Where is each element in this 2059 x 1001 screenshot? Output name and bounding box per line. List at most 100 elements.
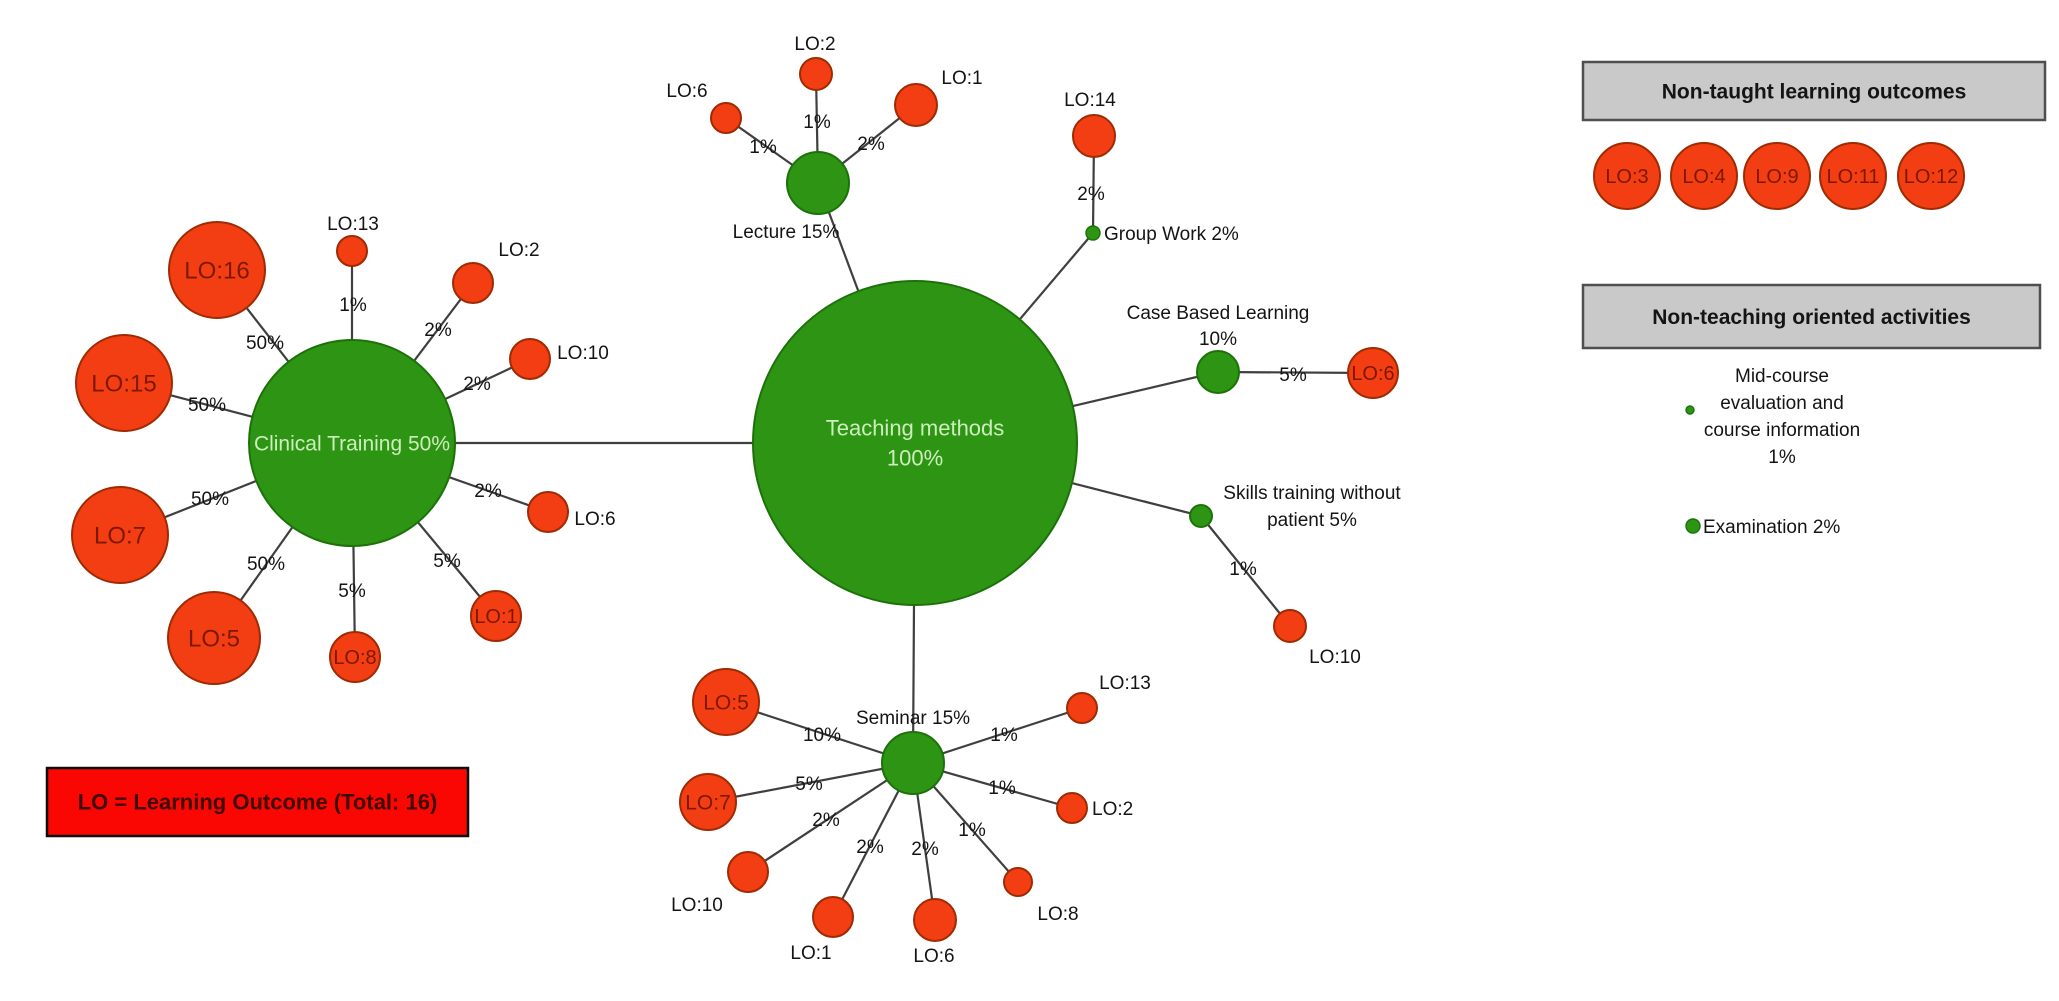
node-c-lo7	[71, 486, 169, 584]
edge-label-clinical-c-lo1: 5%	[433, 551, 461, 572]
box-non-teaching-header	[1581, 283, 2042, 350]
node-se-lo5	[692, 668, 760, 736]
node-label-l-lo2: LO:2	[794, 34, 835, 55]
node-label-se-lo2: LO:2	[1092, 799, 1133, 820]
edge-label-clinical-c-lo8: 5%	[338, 581, 366, 602]
edge-label-lecture-l-lo6: 1%	[749, 137, 777, 158]
node-label-nt-lo12: LO:12	[1904, 166, 1958, 188]
node-label-se-lo13: LO:13	[1099, 673, 1151, 694]
edge-label-groupwork-g-lo14: 2%	[1077, 184, 1105, 205]
edge-label-cbl-cb-lo6: 5%	[1279, 365, 1307, 386]
node-midcourse	[1685, 405, 1695, 415]
node-se-lo1	[812, 896, 854, 938]
node-nt-lo12	[1897, 142, 1965, 210]
node-c-lo15	[75, 334, 173, 432]
node-label-se-lo8: LO:8	[1037, 904, 1078, 925]
text-layer: 50%1%2%2%50%2%50%5%50%5%1%1%2%2%5%1%10%5…	[91, 34, 1958, 967]
node-label-l-lo6: LO:6	[666, 81, 707, 102]
node-label-g-lo14: LO:14	[1064, 90, 1116, 111]
box-lo-legend	[45, 766, 470, 838]
edge-seminar-se-lo10	[747, 762, 914, 873]
node-label-clinical: Clinical Training 50%	[254, 432, 450, 455]
node-label-seminar: Seminar 15%	[856, 708, 970, 729]
edge-label-clinical-c-lo2: 2%	[424, 320, 452, 341]
node-c-lo13	[336, 235, 368, 267]
node-se-lo10	[727, 851, 769, 893]
node-label-se-lo10: LO:10	[671, 895, 723, 916]
edge-label-clinical-c-lo10: 2%	[463, 374, 491, 395]
edge-label-seminar-se-lo8: 1%	[958, 820, 986, 841]
node-label-se-lo6: LO:6	[913, 946, 954, 967]
node-nt-lo9	[1743, 142, 1811, 210]
node-label-nt-lo4: LO:4	[1682, 166, 1725, 188]
node-label-c-lo16: LO:16	[184, 257, 249, 284]
node-groupwork	[1085, 225, 1101, 241]
edge-label-skills-s-lo10: 1%	[1229, 559, 1257, 580]
edge-label-clinical-c-lo7: 50%	[191, 489, 229, 510]
box-label-non-taught-header: Non-taught learning outcomes	[1662, 80, 1967, 103]
edge-label-clinical-c-lo6: 2%	[474, 481, 502, 502]
node-c-lo10	[509, 338, 551, 380]
node-c-lo1	[470, 590, 522, 642]
node-label-cb-lo6: LO:6	[1351, 363, 1394, 385]
node-label-teaching: Teaching methods 100%	[826, 416, 1005, 471]
node-label-groupwork: Group Work 2%	[1104, 224, 1239, 245]
free-label-skills-label: Skills training without patient 5%	[1223, 483, 1401, 531]
edge-label-lecture-l-lo2: 1%	[803, 112, 831, 133]
node-c-lo8	[329, 631, 381, 683]
node-label-nt-lo3: LO:3	[1605, 166, 1648, 188]
node-nt-lo3	[1593, 142, 1661, 210]
edge-label-seminar-se-lo10: 2%	[812, 810, 840, 831]
box-non-taught-header	[1581, 60, 2047, 122]
node-label-c-lo10: LO:10	[557, 343, 609, 364]
edge-label-seminar-se-lo2: 1%	[988, 778, 1016, 799]
node-se-lo7	[679, 773, 737, 831]
node-label-se-lo1: LO:1	[790, 943, 831, 964]
node-l-lo2	[799, 57, 833, 91]
edge-label-seminar-se-lo13: 1%	[990, 725, 1018, 746]
free-label-midcourse-label: Mid-course evaluation and course informati…	[1704, 366, 1860, 468]
node-clinical	[248, 339, 456, 547]
node-se-lo13	[1066, 692, 1098, 724]
edge-label-lecture-l-lo1: 2%	[857, 134, 885, 155]
node-c-lo16	[168, 221, 266, 319]
box-label-non-teaching-header: Non-teaching oriented activities	[1652, 306, 1971, 329]
node-label-c-lo15: LO:15	[91, 370, 156, 397]
edge-label-seminar-se-lo5: 10%	[803, 725, 841, 746]
boxes-layer: Non-taught learning outcomes Non-teaching…	[45, 60, 2047, 838]
node-l-lo6	[710, 102, 742, 134]
node-label-l-lo1: LO:1	[941, 68, 982, 89]
node-exam	[1685, 518, 1701, 534]
free-label-cbl-label: Case Based Learning 10%	[1127, 303, 1310, 350]
node-c-lo5	[167, 591, 261, 685]
edge-skills-s-lo10	[1200, 515, 1291, 627]
node-label-lecture: Lecture 15%	[733, 222, 840, 243]
edge-label-clinical-c-lo13: 1%	[339, 295, 367, 316]
node-teaching	[752, 280, 1078, 606]
node-label-c-lo8: LO:8	[333, 647, 376, 669]
edge-label-seminar-se-lo7: 5%	[795, 774, 823, 795]
node-label-exam: Examination 2%	[1703, 517, 1840, 538]
edge-seminar-se-lo7	[707, 761, 914, 804]
node-label-c-lo13: LO:13	[327, 214, 379, 235]
node-se-lo6	[913, 898, 957, 942]
node-label-c-lo1: LO:1	[474, 606, 517, 628]
node-se-lo8	[1003, 867, 1033, 897]
node-label-c-lo6: LO:6	[574, 509, 615, 530]
node-label-c-lo2: LO:2	[498, 240, 539, 261]
node-c-lo2	[452, 262, 494, 304]
node-label-nt-lo9: LO:9	[1755, 166, 1798, 188]
node-seminar	[881, 731, 945, 795]
box-label-lo-legend: LO = Learning Outcome (Total: 16)	[78, 790, 438, 815]
node-se-lo2	[1056, 792, 1088, 824]
node-nt-lo11	[1819, 142, 1887, 210]
node-skills	[1189, 504, 1213, 528]
nodes-layer	[71, 57, 1965, 942]
node-lecture	[786, 151, 850, 215]
node-nt-lo4	[1670, 142, 1738, 210]
node-label-se-lo5: LO:5	[703, 691, 749, 714]
node-l-lo1	[894, 83, 938, 127]
edge-label-clinical-c-lo5: 50%	[247, 554, 285, 575]
